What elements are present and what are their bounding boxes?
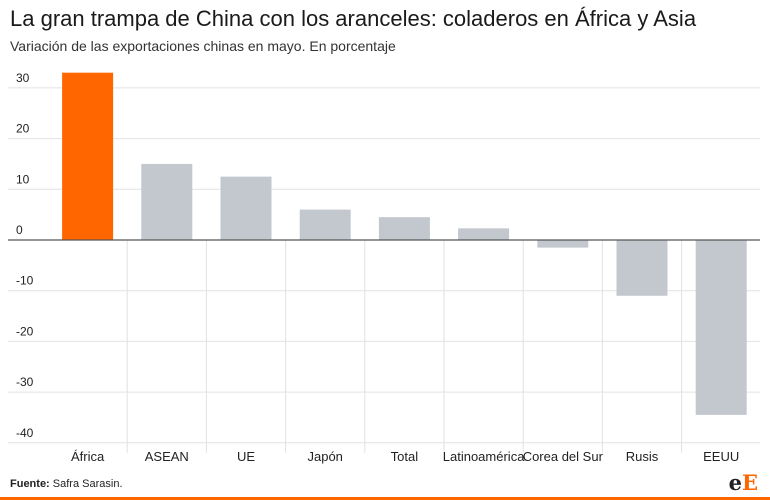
y-tick-label: -10 [16,274,34,288]
x-tick-label: Rusis [626,449,659,464]
y-tick-label: 20 [16,122,30,136]
bar-japón [299,209,351,240]
x-tick-label: África [71,449,105,464]
source-label: Fuente: [10,478,50,490]
bar-eeuu [695,240,747,415]
bar-rusis [616,240,668,296]
bar-áfrica [62,72,114,240]
y-tick-label: 30 [16,71,30,85]
source-text: Safra Sarasin. [52,478,123,490]
source-note: Fuente: Safra Sarasin. [10,478,123,490]
x-tick-label: EEUU [703,449,739,464]
y-tick-label: -40 [16,426,34,440]
chart-subtitle: Variación de las exportaciones chinas en… [10,38,396,54]
x-tick-label: Latinoamérica [443,449,525,464]
x-tick-label: Japón [307,449,342,464]
bar-ue [220,176,272,240]
publisher-logo: eE [728,470,758,495]
y-tick-label: -30 [16,375,34,389]
bar-latinoamérica [458,228,510,240]
x-tick-label: Corea del Sur [523,449,604,464]
y-tick-label: 10 [16,172,30,186]
bar-asean [141,163,193,240]
x-tick-label: Total [391,449,419,464]
bottom-accent-bar [0,497,770,500]
y-tick-label: 0 [16,223,23,237]
bar-chart: 30 20 10 0 -10 -20 -30 -40 África ASEAN UE Japón Tot… [8,71,760,464]
x-tick-label: UE [237,449,255,464]
chart-title: La gran trampa de China con los arancele… [10,6,697,31]
x-tick-label: ASEAN [145,449,189,464]
bar-corea-del-sur [537,240,589,248]
bar-total [378,217,430,240]
y-tick-label: -20 [16,324,34,338]
